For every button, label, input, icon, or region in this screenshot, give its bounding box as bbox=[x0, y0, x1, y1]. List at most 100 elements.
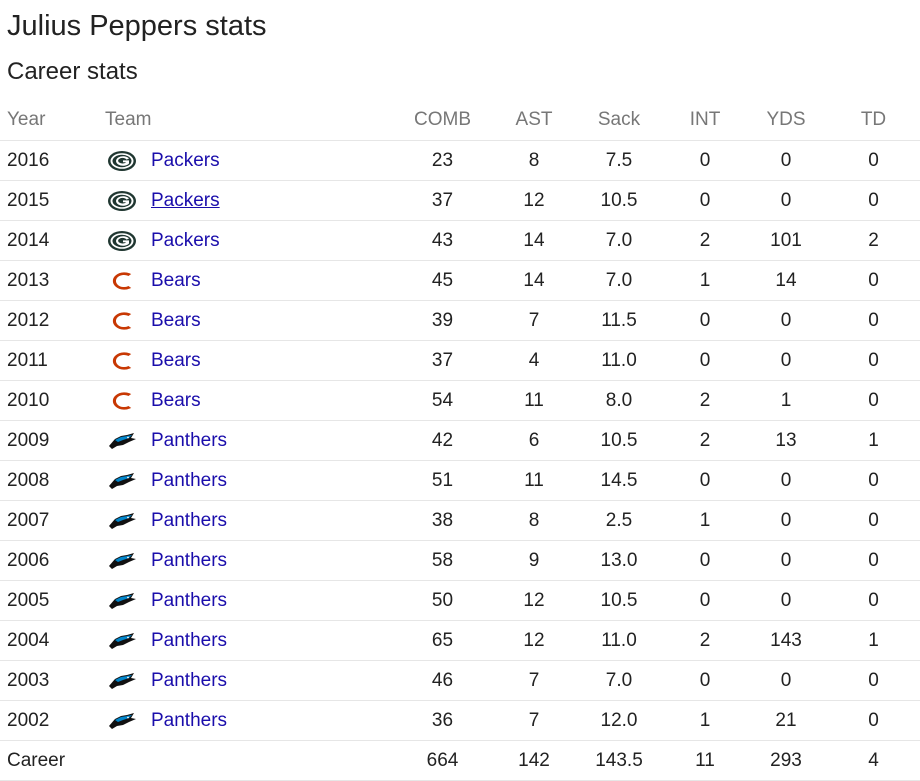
bears-logo-icon bbox=[105, 308, 139, 334]
table-row: 2009 Panthers 42 6 10.5 2 13 1 bbox=[0, 420, 920, 461]
panthers-logo-icon bbox=[105, 708, 139, 734]
career-comb: 664 bbox=[390, 740, 495, 781]
ast-cell: 11 bbox=[495, 380, 573, 421]
int-cell: 1 bbox=[665, 500, 745, 541]
sack-cell: 10.5 bbox=[573, 580, 665, 621]
table-row: 2003 Panthers 46 7 7.0 0 0 0 bbox=[0, 660, 920, 701]
int-cell: 0 bbox=[665, 180, 745, 221]
td-cell: 0 bbox=[827, 380, 920, 421]
team-link[interactable]: Bears bbox=[151, 309, 201, 331]
table-row: 2004 Panthers 65 12 11.0 2 143 1 bbox=[0, 620, 920, 661]
int-cell: 2 bbox=[665, 380, 745, 421]
team-cell-content: Panthers bbox=[100, 661, 390, 700]
table-row: 2007 Panthers 38 8 2.5 1 0 0 bbox=[0, 500, 920, 541]
team-cell: Panthers bbox=[100, 500, 390, 541]
int-cell: 0 bbox=[665, 460, 745, 501]
team-link[interactable]: Packers bbox=[151, 229, 220, 251]
sack-cell: 11.0 bbox=[573, 340, 665, 381]
td-cell: 0 bbox=[827, 260, 920, 301]
team-cell: Panthers bbox=[100, 580, 390, 621]
team-cell-content: Panthers bbox=[100, 701, 390, 740]
section-title: Career stats bbox=[7, 58, 138, 85]
column-header-int: INT bbox=[665, 100, 745, 141]
comb-cell: 42 bbox=[390, 420, 495, 461]
column-header-year: Year bbox=[0, 100, 100, 141]
yds-cell: 0 bbox=[745, 460, 827, 501]
team-link[interactable]: Packers bbox=[151, 149, 220, 171]
table-row: 2013 Bears 45 14 7.0 1 14 0 bbox=[0, 260, 920, 301]
team-link[interactable]: Bears bbox=[151, 349, 201, 371]
table-row: 2014 Packers 43 14 7.0 2 101 2 bbox=[0, 220, 920, 261]
team-cell-content: Packers bbox=[100, 221, 390, 260]
year-cell: 2009 bbox=[0, 420, 100, 461]
year-cell: 2002 bbox=[0, 700, 100, 741]
column-header-comb: COMB bbox=[390, 100, 495, 141]
team-cell-content: Packers bbox=[100, 181, 390, 220]
comb-cell: 58 bbox=[390, 540, 495, 581]
comb-cell: 45 bbox=[390, 260, 495, 301]
team-link[interactable]: Panthers bbox=[151, 669, 228, 691]
year-cell: 2007 bbox=[0, 500, 100, 541]
career-sack: 143.5 bbox=[573, 740, 665, 781]
year-cell: 2005 bbox=[0, 580, 100, 621]
team-link[interactable]: Panthers bbox=[151, 549, 228, 571]
team-link[interactable]: Panthers bbox=[151, 429, 228, 451]
sack-cell: 7.0 bbox=[573, 660, 665, 701]
column-header-yds: YDS bbox=[745, 100, 827, 141]
yds-cell: 21 bbox=[745, 700, 827, 741]
ast-cell: 7 bbox=[495, 300, 573, 341]
year-cell: 2016 bbox=[0, 140, 100, 181]
ast-cell: 6 bbox=[495, 420, 573, 461]
yds-cell: 101 bbox=[745, 220, 827, 261]
comb-cell: 37 bbox=[390, 340, 495, 381]
yds-cell: 0 bbox=[745, 660, 827, 701]
team-link[interactable]: Bears bbox=[151, 269, 201, 291]
team-link[interactable]: Panthers bbox=[151, 469, 228, 491]
ast-cell: 12 bbox=[495, 620, 573, 661]
ast-cell: 12 bbox=[495, 580, 573, 621]
team-cell: Panthers bbox=[100, 620, 390, 661]
ast-cell: 11 bbox=[495, 460, 573, 501]
team-cell: Bears bbox=[100, 260, 390, 301]
int-cell: 0 bbox=[665, 140, 745, 181]
table-body: 2016 Packers 23 8 7.5 0 0 0 2015 Packers 37 12 10.5 0… bbox=[0, 140, 920, 741]
career-totals-row: Career 664 142 143.5 11 293 4 bbox=[0, 740, 920, 781]
table-header-row: Year Team COMB AST Sack INT YDS TD bbox=[0, 100, 920, 141]
panthers-logo-icon bbox=[105, 428, 139, 454]
column-header-ast: AST bbox=[495, 100, 573, 141]
packers-logo-icon bbox=[105, 188, 139, 214]
sack-cell: 13.0 bbox=[573, 540, 665, 581]
int-cell: 0 bbox=[665, 340, 745, 381]
int-cell: 2 bbox=[665, 420, 745, 461]
table-row: 2006 Panthers 58 9 13.0 0 0 0 bbox=[0, 540, 920, 581]
team-link[interactable]: Packers bbox=[151, 189, 220, 211]
ast-cell: 12 bbox=[495, 180, 573, 221]
career-ast: 142 bbox=[495, 740, 573, 781]
team-cell-content: Bears bbox=[100, 301, 390, 340]
table-row: 2015 Packers 37 12 10.5 0 0 0 bbox=[0, 180, 920, 221]
ast-cell: 9 bbox=[495, 540, 573, 581]
team-cell: Bears bbox=[100, 300, 390, 341]
td-cell: 0 bbox=[827, 700, 920, 741]
year-cell: 2010 bbox=[0, 380, 100, 421]
team-cell-content: Panthers bbox=[100, 581, 390, 620]
team-cell: Bears bbox=[100, 340, 390, 381]
team-link[interactable]: Panthers bbox=[151, 509, 228, 531]
table-row: 2010 Bears 54 11 8.0 2 1 0 bbox=[0, 380, 920, 421]
td-cell: 0 bbox=[827, 460, 920, 501]
sack-cell: 7.0 bbox=[573, 220, 665, 261]
team-link[interactable]: Bears bbox=[151, 389, 201, 411]
team-link[interactable]: Panthers bbox=[151, 709, 228, 731]
team-link[interactable]: Panthers bbox=[151, 629, 228, 651]
team-link[interactable]: Panthers bbox=[151, 589, 228, 611]
year-cell: 2003 bbox=[0, 660, 100, 701]
year-cell: 2006 bbox=[0, 540, 100, 581]
panthers-logo-icon bbox=[105, 668, 139, 694]
int-cell: 1 bbox=[665, 260, 745, 301]
comb-cell: 37 bbox=[390, 180, 495, 221]
team-cell-content: Panthers bbox=[100, 421, 390, 460]
panthers-logo-icon bbox=[105, 548, 139, 574]
panthers-logo-icon bbox=[105, 588, 139, 614]
yds-cell: 0 bbox=[745, 180, 827, 221]
sack-cell: 7.5 bbox=[573, 140, 665, 181]
